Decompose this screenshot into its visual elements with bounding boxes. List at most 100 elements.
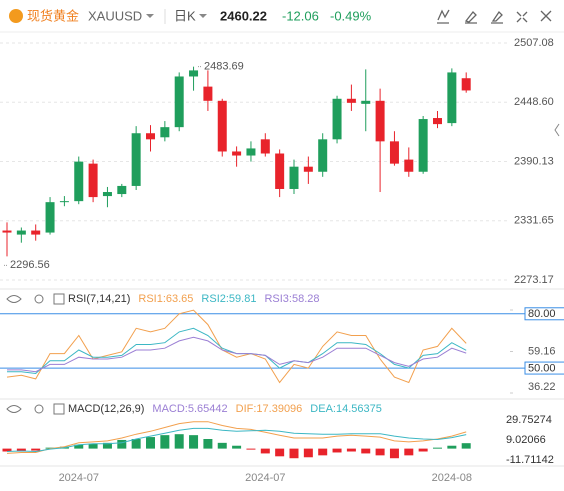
tool-close[interactable] bbox=[540, 10, 552, 22]
reference-label: 50.00 bbox=[528, 362, 556, 374]
candle-body bbox=[232, 151, 242, 156]
macd-bar bbox=[332, 448, 342, 453]
macd-bar bbox=[102, 442, 112, 449]
candle-body bbox=[260, 139, 270, 154]
macd-bar bbox=[260, 448, 270, 454]
toolbar bbox=[437, 9, 552, 24]
candle-body bbox=[404, 159, 414, 172]
y-tick-label: 2390.13 bbox=[514, 155, 554, 167]
eye-icon[interactable] bbox=[6, 295, 22, 303]
change: -12.06 bbox=[282, 8, 319, 23]
dropdown-arrow[interactable] bbox=[146, 14, 154, 18]
macd-bar bbox=[117, 439, 127, 449]
macd-bar bbox=[31, 448, 41, 451]
macd-bar bbox=[2, 448, 12, 452]
candle-body bbox=[418, 119, 428, 172]
macd-bar bbox=[361, 448, 371, 454]
annotation: 2483.69 bbox=[204, 61, 244, 73]
y-tick-label: 2507.08 bbox=[514, 37, 554, 49]
y-tick-label: -11.71142 bbox=[506, 454, 554, 466]
candle-body bbox=[117, 185, 127, 195]
reference-label-box bbox=[524, 307, 564, 321]
tool-pen[interactable] bbox=[464, 11, 477, 24]
series-line bbox=[7, 336, 467, 373]
macd-bar bbox=[275, 448, 285, 457]
expand-arrow[interactable] bbox=[554, 123, 560, 137]
candle-body bbox=[2, 230, 12, 233]
y-tick-label: 2273.17 bbox=[514, 274, 554, 286]
candle-body bbox=[160, 127, 170, 138]
panel-title: RSI(7,14,21) bbox=[68, 293, 130, 305]
macd-bar bbox=[289, 448, 299, 459]
macd-icons bbox=[6, 403, 65, 415]
x-tick-label: 2024-08 bbox=[432, 472, 472, 484]
candle-body bbox=[217, 100, 227, 152]
tool-draw[interactable] bbox=[437, 9, 450, 24]
series-line bbox=[7, 327, 467, 375]
macd-bar bbox=[146, 437, 155, 449]
macd-bar bbox=[447, 445, 457, 449]
candle-body bbox=[275, 153, 285, 189]
candle-body bbox=[332, 98, 342, 140]
legend-entry: RSI2:59.81 bbox=[201, 293, 256, 305]
gear-icon[interactable] bbox=[34, 404, 44, 414]
legend-entry: MACD:5.65442 bbox=[152, 403, 227, 415]
macd-bar bbox=[461, 443, 471, 449]
box-icon[interactable] bbox=[53, 293, 65, 305]
rsi-icons bbox=[6, 293, 65, 305]
candle-body bbox=[74, 161, 84, 202]
macd-bar bbox=[433, 447, 442, 449]
candle-body bbox=[389, 141, 399, 164]
macd-bar bbox=[203, 439, 213, 449]
instrument[interactable]: 现货黄金 bbox=[27, 8, 79, 23]
macd-bar bbox=[418, 448, 428, 452]
eye-icon[interactable] bbox=[6, 405, 22, 413]
x-tick-label: 2024-07 bbox=[245, 472, 285, 484]
candle-body bbox=[146, 133, 155, 140]
candle-body bbox=[289, 166, 299, 189]
gear-icon[interactable] bbox=[34, 294, 44, 304]
candle-body bbox=[174, 76, 184, 128]
series-line bbox=[6, 309, 467, 384]
candle-body bbox=[102, 192, 112, 197]
legend-entry: DIF:17.39096 bbox=[236, 403, 303, 415]
x-tick-label: 2024-07 bbox=[59, 472, 99, 484]
candle-body bbox=[203, 86, 213, 101]
candle-body bbox=[59, 201, 69, 203]
box-icon[interactable] bbox=[53, 403, 65, 415]
candle-body bbox=[461, 78, 471, 91]
candle-body bbox=[447, 72, 457, 124]
candle-body bbox=[31, 230, 41, 235]
candle-body bbox=[318, 139, 328, 172]
price: 2460.22 bbox=[220, 8, 267, 23]
macd-bar bbox=[346, 448, 356, 452]
macd-bar bbox=[88, 443, 98, 449]
annotation: 2296.56 bbox=[10, 259, 50, 271]
candle-body bbox=[433, 118, 442, 125]
change-pct: -0.49% bbox=[330, 8, 372, 23]
macd-bar bbox=[160, 435, 170, 449]
logo bbox=[9, 9, 23, 23]
legend-entry: DEA:14.56375 bbox=[310, 403, 382, 415]
candle-body bbox=[189, 70, 199, 77]
y-tick-label: 29.75274 bbox=[506, 414, 552, 426]
tool-fullscreen[interactable] bbox=[516, 11, 528, 23]
reference-label: 80.00 bbox=[528, 308, 556, 320]
macd-bar bbox=[246, 448, 256, 450]
period[interactable]: 日K bbox=[174, 8, 196, 23]
candle-body bbox=[45, 202, 55, 233]
y-tick-label: 2331.65 bbox=[514, 215, 554, 227]
y-tick-label: 36.22 bbox=[528, 381, 556, 393]
macd-bar bbox=[375, 448, 385, 456]
macd-bar bbox=[217, 442, 227, 449]
dropdown-arrow[interactable] bbox=[199, 14, 207, 18]
tool-brush[interactable] bbox=[491, 10, 503, 24]
symbol[interactable]: XAUUSD bbox=[88, 8, 142, 23]
macd-bar bbox=[232, 445, 242, 449]
legend-entry: RSI3:58.28 bbox=[264, 293, 319, 305]
macd-bar bbox=[16, 448, 26, 452]
series-line bbox=[6, 427, 467, 453]
macd-bar bbox=[174, 434, 184, 449]
